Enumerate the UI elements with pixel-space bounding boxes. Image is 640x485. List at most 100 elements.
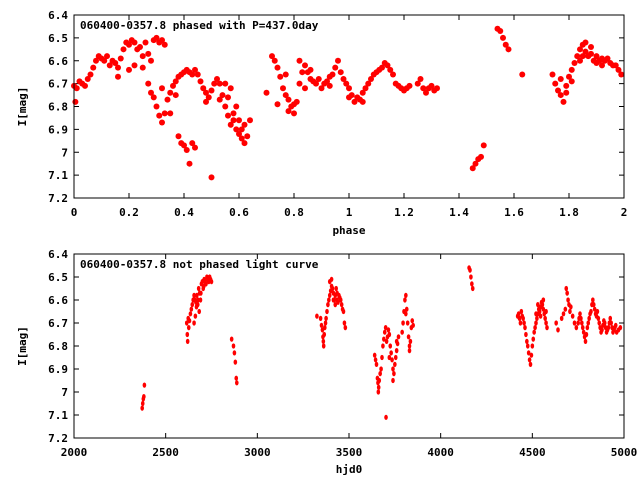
data-point [192, 292, 196, 298]
data-point [563, 89, 570, 96]
data-point [517, 315, 522, 321]
data-point [478, 153, 484, 160]
unphased-plot-frame [73, 253, 625, 439]
data-point [572, 320, 577, 326]
data-point [420, 85, 427, 92]
data-point [126, 66, 132, 73]
data-point [381, 343, 385, 349]
phased-y-tick-label: 6.9 [48, 123, 68, 136]
data-point [140, 400, 145, 407]
data-point [407, 343, 412, 349]
data-point [613, 322, 618, 328]
data-point [302, 85, 308, 92]
data-point [142, 39, 149, 46]
data-point [380, 354, 384, 361]
data-point [145, 80, 152, 87]
data-point [394, 338, 399, 344]
data-point [148, 89, 154, 96]
data-point [307, 66, 314, 73]
data-point [187, 318, 192, 324]
data-point [321, 338, 326, 344]
data-point [296, 57, 303, 64]
phased-plot-frame [73, 14, 625, 199]
data-point [73, 85, 80, 92]
data-point [359, 98, 366, 105]
data-point [241, 121, 248, 128]
data-point [525, 343, 530, 349]
data-point [280, 85, 286, 92]
data-point [406, 82, 413, 89]
data-point [200, 85, 207, 92]
data-point [577, 57, 583, 64]
data-point [587, 315, 591, 321]
data-point [569, 304, 573, 310]
data-point [530, 343, 535, 349]
data-point [324, 78, 330, 85]
data-point [234, 375, 239, 381]
data-point [101, 57, 108, 64]
data-point [302, 62, 308, 69]
data-point [566, 297, 570, 303]
data-point [552, 80, 559, 87]
data-point [120, 46, 127, 53]
data-point [469, 274, 473, 280]
data-point [362, 85, 369, 92]
data-point [574, 325, 579, 331]
data-point [208, 174, 215, 181]
data-point [599, 62, 605, 69]
data-point [472, 160, 479, 167]
data-point [93, 57, 99, 64]
data-point [523, 325, 527, 331]
data-point [554, 320, 558, 326]
data-point [189, 140, 196, 147]
data-point [596, 315, 601, 321]
data-point [196, 285, 201, 292]
data-point [82, 82, 88, 89]
data-point [285, 96, 292, 103]
unphased-y-tick-label: 7.1 [48, 409, 68, 422]
data-point [566, 73, 572, 80]
data-point [197, 308, 202, 315]
data-point [368, 76, 374, 83]
phased-x-tick-label: 1.4 [449, 206, 469, 219]
unphased-x-tick-label: 4000 [427, 446, 454, 459]
data-point [325, 308, 329, 315]
data-point [194, 304, 199, 310]
data-point [327, 292, 332, 298]
data-point [580, 320, 584, 326]
data-point [534, 320, 538, 326]
phased-y-tick-label: 6.6 [48, 55, 68, 68]
data-point [274, 64, 281, 71]
phased-y-tick-label: 6.8 [48, 101, 68, 114]
data-point [233, 359, 238, 365]
data-point [282, 92, 289, 99]
data-point [470, 285, 475, 292]
data-point [519, 71, 526, 78]
data-point [291, 101, 297, 108]
data-point [541, 306, 546, 312]
data-point [282, 71, 289, 78]
data-point [186, 325, 191, 331]
unphased-y-tick-label: 6.7 [48, 317, 68, 330]
data-point [233, 103, 240, 110]
data-point [315, 313, 319, 319]
unphased-x-axis-label: hjd0 [336, 463, 363, 476]
data-point [167, 89, 174, 96]
data-point [199, 290, 203, 296]
data-point [148, 57, 154, 64]
data-point [468, 267, 472, 273]
data-point [183, 146, 190, 153]
data-point [414, 80, 421, 87]
data-point [117, 55, 124, 62]
data-point [323, 320, 328, 326]
phased-y-tick-label: 7.1 [48, 169, 68, 182]
data-point [526, 350, 531, 356]
data-point [595, 308, 600, 315]
data-point [219, 92, 226, 99]
unphased-y-tick-label: 6.9 [48, 363, 68, 376]
data-point [578, 311, 582, 317]
phased-x-tick-label: 1 [346, 206, 353, 219]
data-point [570, 313, 575, 319]
